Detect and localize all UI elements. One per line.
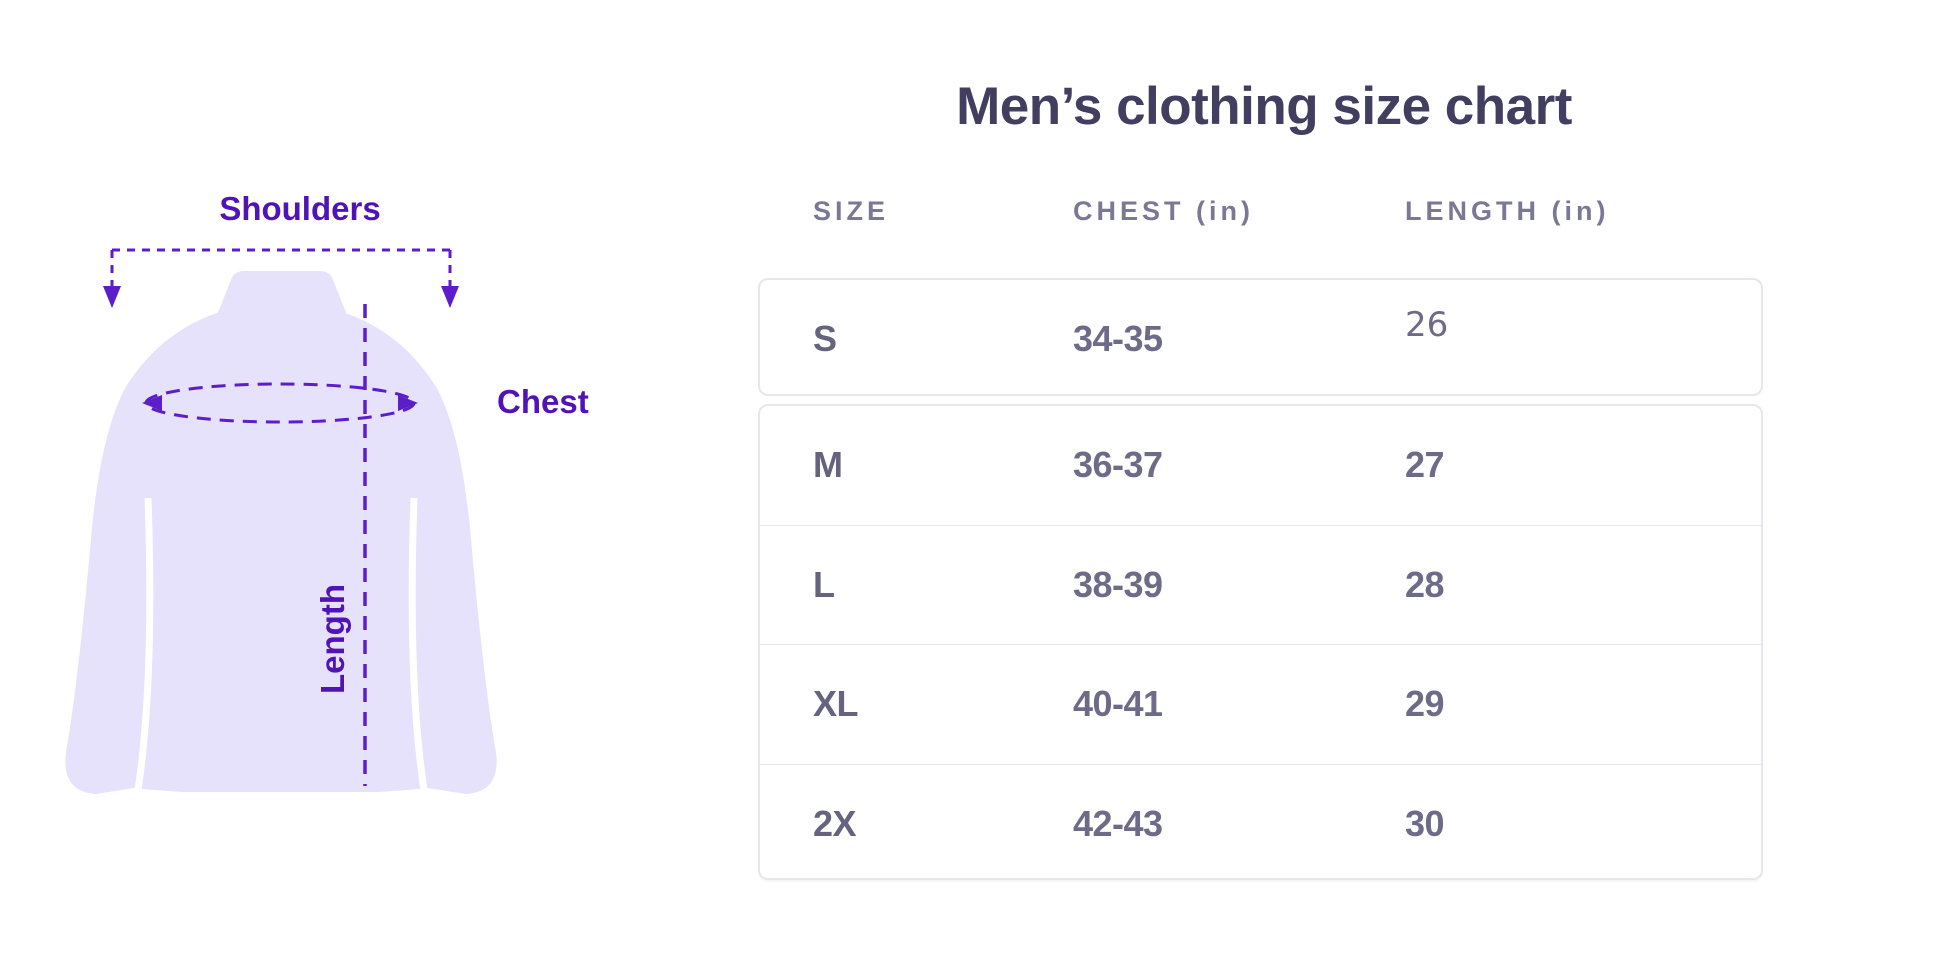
chest-label: Chest bbox=[497, 383, 589, 420]
length-value: 28 bbox=[1405, 563, 1445, 605]
chest-value: 42-43 bbox=[1073, 802, 1163, 844]
size-value: S bbox=[813, 318, 837, 359]
size-table-card-bottom: M 36-37 27 L 38-39 28 XL 40-41 29 2X 42-… bbox=[758, 404, 1763, 880]
chest-value: 36-37 bbox=[1073, 444, 1163, 486]
shirt-measurement-diagram: Shoulders Chest Length bbox=[60, 180, 620, 840]
length-value: 26 bbox=[1405, 305, 1449, 345]
length-value: 30 bbox=[1405, 802, 1445, 844]
size-value: 2X bbox=[813, 802, 857, 844]
chest-value: 40-41 bbox=[1073, 683, 1163, 725]
table-row: S 34-35 26 bbox=[760, 280, 1761, 398]
table-row: XL 40-41 29 bbox=[760, 644, 1761, 764]
shirt-body bbox=[65, 312, 497, 794]
chest-arrow-right bbox=[398, 395, 418, 411]
size-value: L bbox=[813, 563, 835, 605]
table-row: 2X 42-43 30 bbox=[760, 763, 1761, 884]
table-row: M 36-37 27 bbox=[760, 406, 1761, 525]
column-header-size: SIZE bbox=[813, 196, 890, 226]
chest-value: 34-35 bbox=[1073, 318, 1163, 359]
shoulders-label: Shoulders bbox=[219, 190, 381, 227]
shoulders-arrow-right bbox=[441, 286, 459, 308]
page-title: Men’s clothing size chart bbox=[956, 77, 1572, 136]
size-table-card-top: S 34-35 26 bbox=[758, 278, 1763, 396]
table-row: L 38-39 28 bbox=[760, 524, 1761, 645]
shirt-illustration bbox=[65, 248, 497, 794]
size-value: XL bbox=[813, 683, 859, 725]
column-header-length: LENGTH (in) bbox=[1405, 196, 1610, 226]
size-value: M bbox=[813, 444, 843, 486]
column-header-chest: CHEST (in) bbox=[1073, 196, 1254, 226]
shoulders-arrow-left bbox=[103, 286, 121, 308]
shoulders-measure-line bbox=[110, 248, 452, 290]
chest-value: 38-39 bbox=[1073, 563, 1163, 605]
length-value: 29 bbox=[1405, 683, 1445, 725]
length-value: 27 bbox=[1405, 444, 1445, 486]
chest-arrow-left bbox=[142, 395, 162, 411]
sleeve-gap-left bbox=[134, 497, 154, 791]
length-label: Length bbox=[314, 584, 351, 694]
sleeve-gap-right bbox=[408, 497, 428, 791]
